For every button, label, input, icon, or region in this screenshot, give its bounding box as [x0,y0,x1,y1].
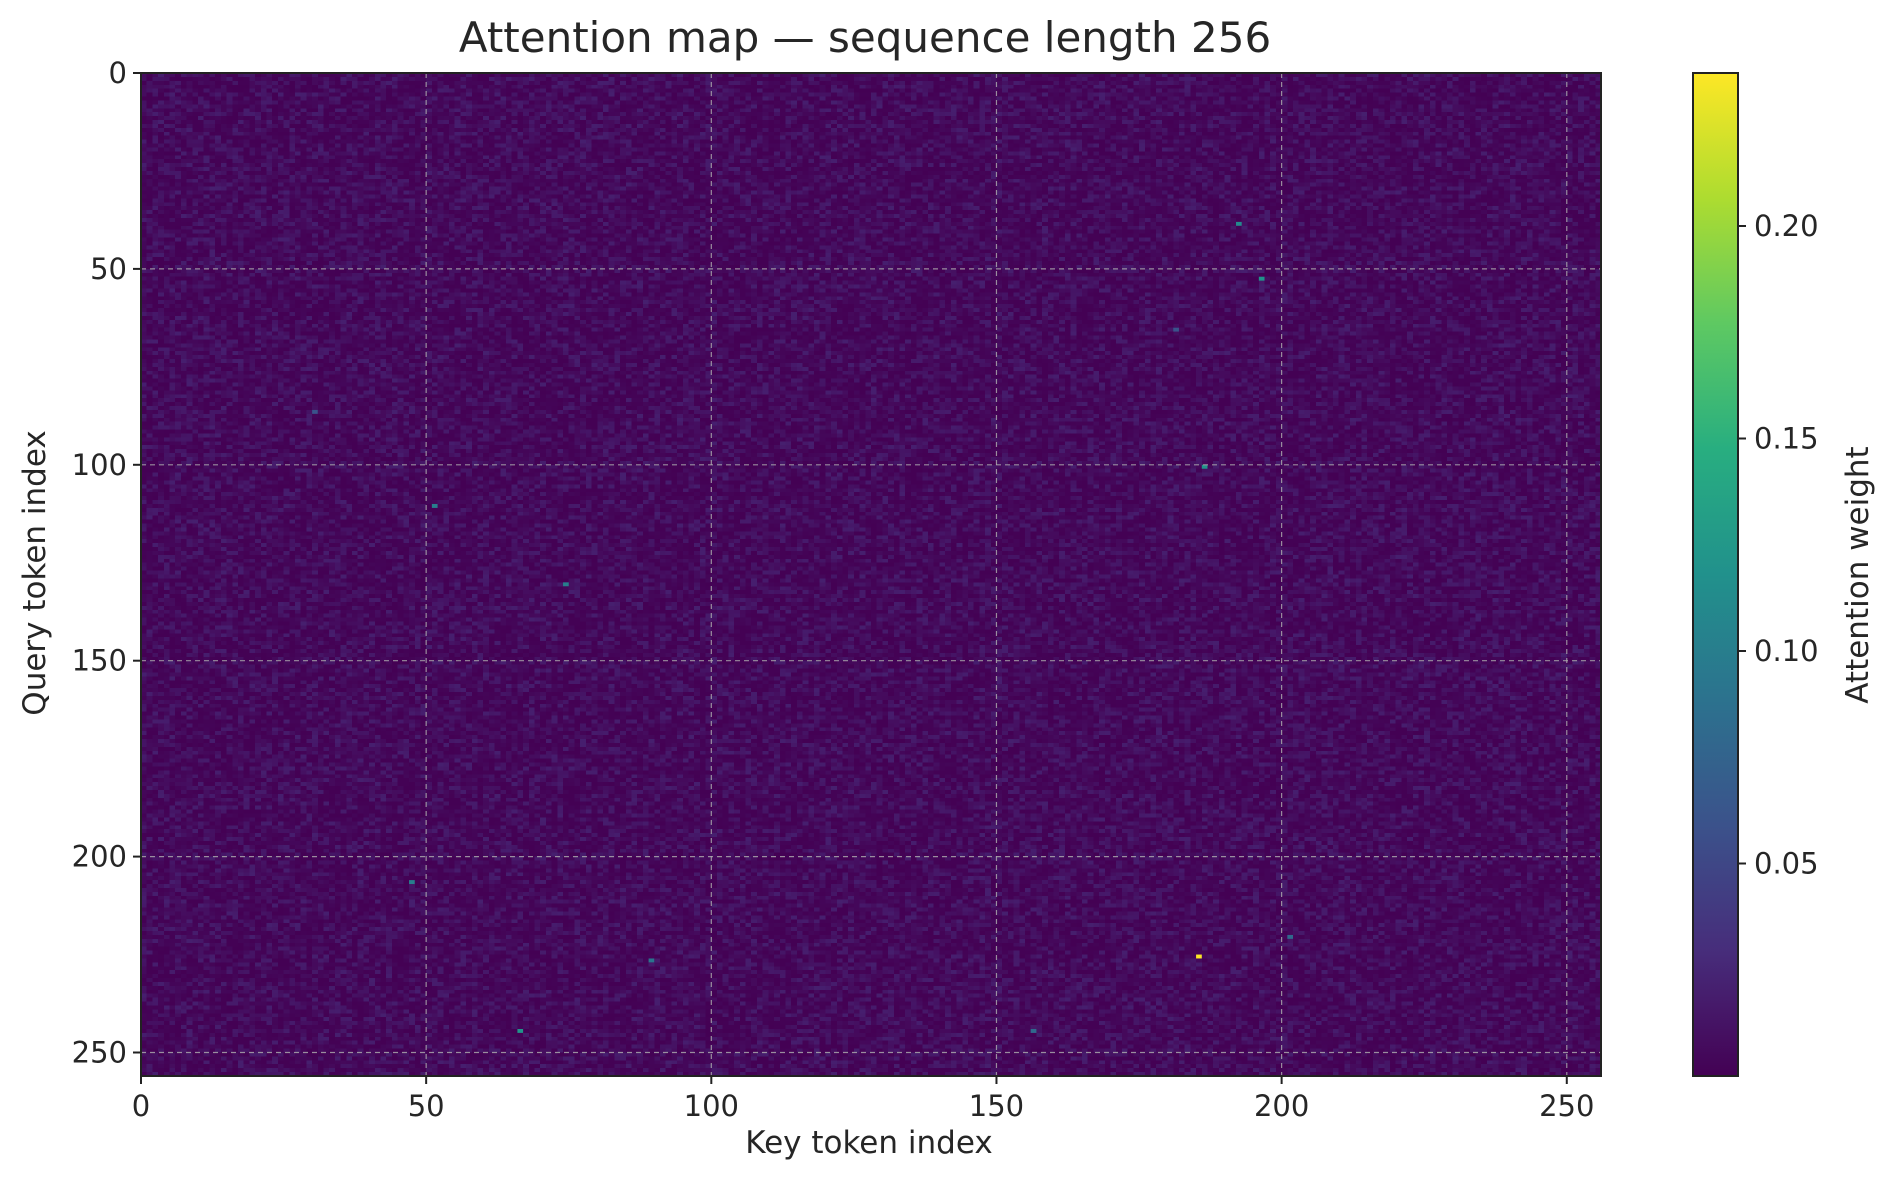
y-axis-ticks: 0 50 100 150 200 250 [72,56,141,1069]
heatmap-cell-highlight-2 [1173,327,1179,332]
heatmap-cell-highlight-7 [409,880,415,885]
colorbar-tick-label-0.05: 0.05 [1754,847,1819,881]
heatmap-cell-highlight-12 [1030,1028,1037,1033]
heatmap-cell-highlight-3 [312,409,318,414]
colorbar-tick-label-0.15: 0.15 [1754,422,1819,456]
heatmap-background-cells [141,73,1601,1076]
plot-frame [140,72,1602,1077]
heatmap-cell-highlight-0 [1236,221,1242,226]
colorbar [1692,72,1739,1077]
heatmap-cells [141,73,1601,1076]
y-tick-label-150: 150 [72,644,127,678]
x-tick-label-0: 0 [132,1089,150,1123]
x-tick-label-150: 150 [969,1089,1024,1123]
x-axis-label: Key token index [745,1125,992,1161]
colorbar-label: Attention weight [1840,446,1876,703]
y-tick-label-50: 50 [90,252,127,286]
y-tick-label-100: 100 [72,448,127,482]
heatmap-cell-highlight-8 [1287,934,1294,939]
x-tick-label-100: 100 [684,1089,739,1123]
heatmap-cell-highlight-9 [1196,954,1202,959]
colorbar-tick-label-0.10: 0.10 [1754,634,1819,668]
heatmap-cell-highlight-6 [563,582,569,587]
heatmap-cell-highlight-10 [648,958,655,963]
heatmap-cell-highlight-5 [431,503,438,508]
x-tick-label-250: 250 [1539,1089,1594,1123]
heatmap-cell-highlight-1 [1258,276,1265,281]
y-tick-label-250: 250 [72,1035,127,1069]
y-axis-label: Query token index [17,430,53,715]
y-tick-label-0: 0 [109,56,127,90]
x-tick-label-200: 200 [1254,1089,1309,1123]
colorbar-tick-label-0.20: 0.20 [1754,209,1819,243]
x-tick-label-50: 50 [408,1089,445,1123]
colorbar-ticks: 0.05 0.10 0.15 0.20 [1738,209,1819,881]
heatmap-cell-highlight-4 [1201,464,1208,469]
x-axis-ticks: 0 50 100 150 200 250 [132,1076,1594,1123]
heatmap-cell-highlight-11 [517,1028,524,1033]
y-tick-label-200: 200 [72,840,127,874]
chart-title: Attention map — sequence length 256 [459,13,1271,62]
